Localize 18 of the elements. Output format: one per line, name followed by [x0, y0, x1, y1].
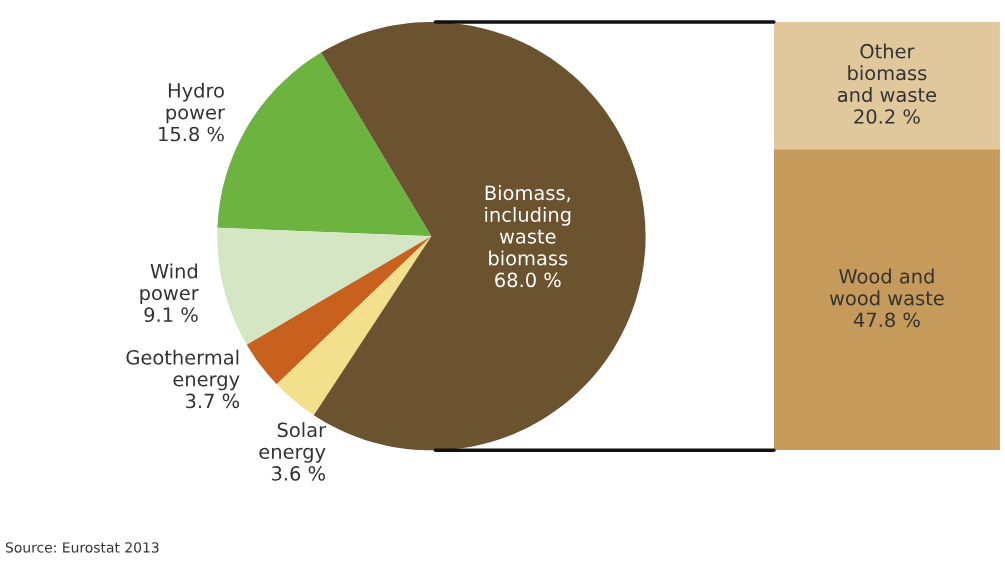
data-label: 47.8 %	[853, 312, 920, 328]
data-label: 15.8 %	[159, 126, 224, 142]
slice-label: Geothermal energy	[126, 349, 240, 391]
pie-slice	[276, 236, 432, 416]
pie-slice	[246, 236, 432, 385]
series-label: Wood and wood waste	[829, 268, 944, 306]
data-label: 3.6 %	[271, 466, 325, 481]
pie-slice	[217, 227, 432, 345]
data-label: 20.2 %	[854, 109, 920, 124]
data-label: 3.7 %	[186, 393, 240, 409]
data-label: 68.0 %	[495, 272, 561, 288]
slice-label: Biomass, including waste biomass	[485, 185, 571, 266]
slice-label: Hydro power	[166, 82, 225, 124]
series-label: Other biomass and waste	[837, 43, 937, 103]
slice-label: Solar energy	[259, 422, 327, 463]
data-label: 9.1 %	[144, 307, 198, 323]
slice-label: Wind power	[140, 263, 199, 305]
source-note: Source: Eurostat 2013	[5, 542, 159, 553]
